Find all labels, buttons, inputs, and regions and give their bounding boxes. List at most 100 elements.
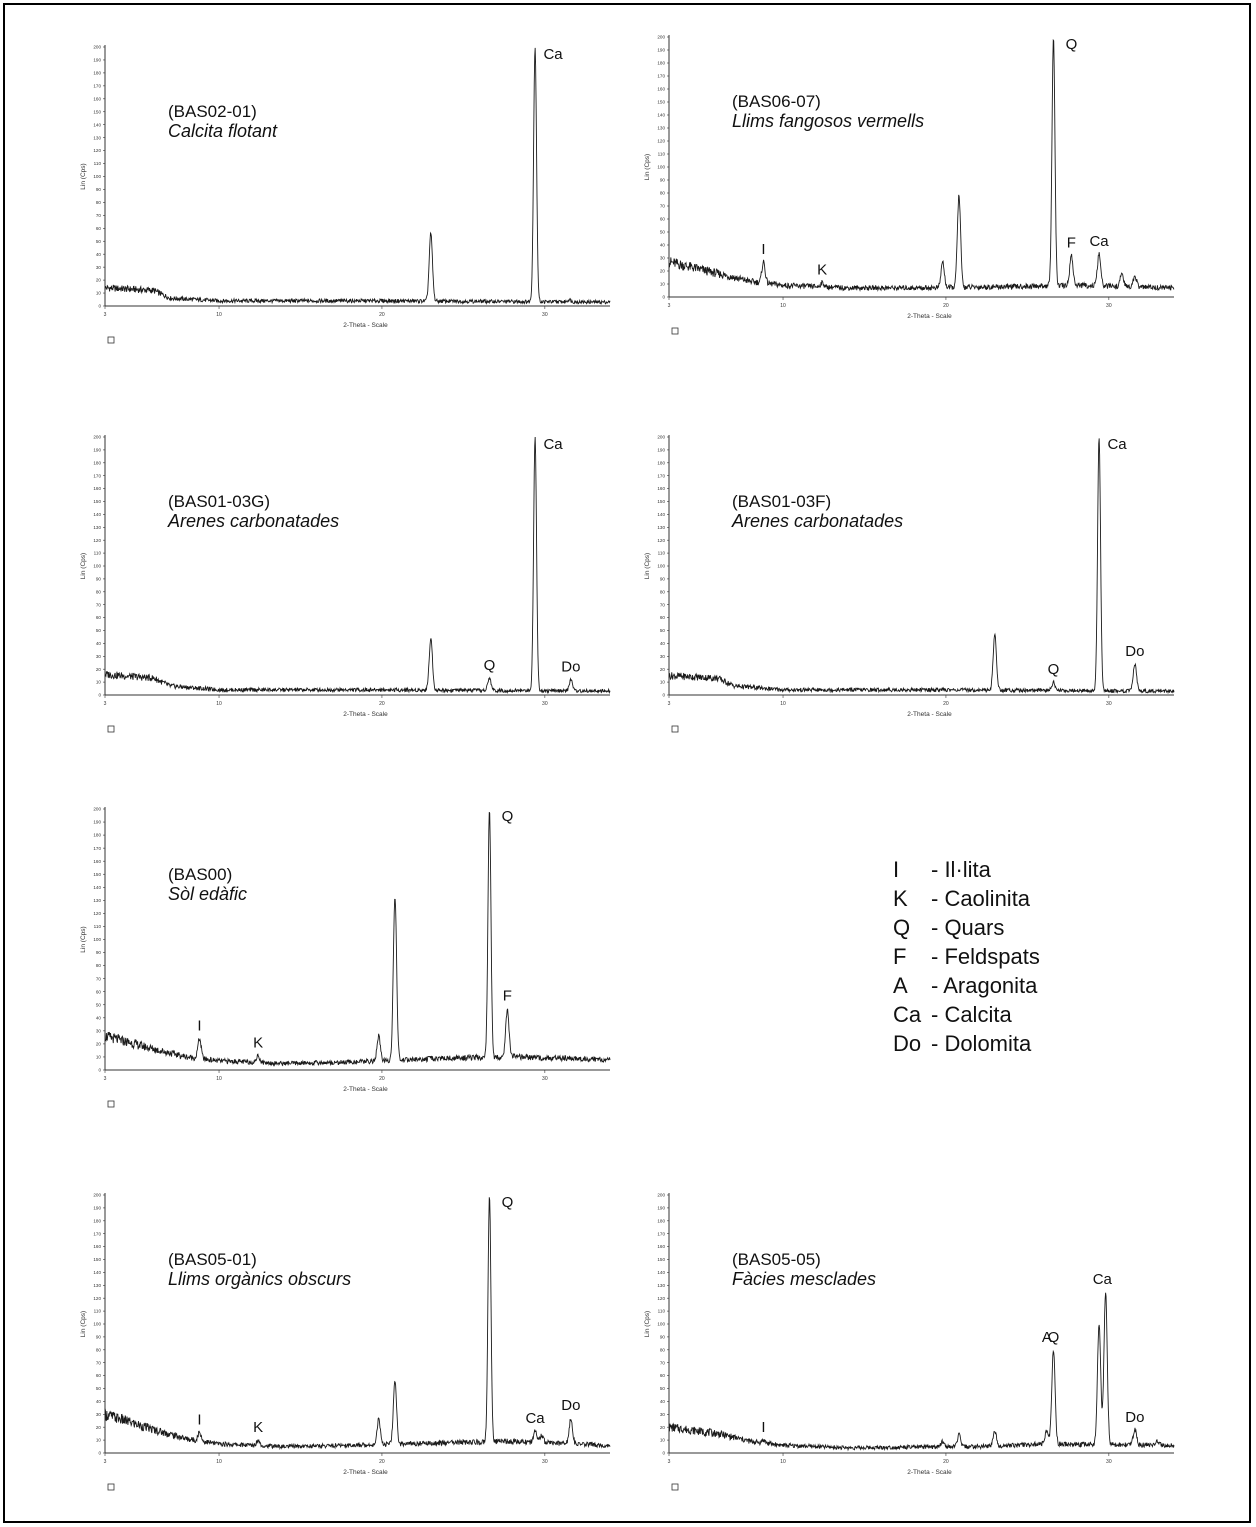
mineral-legend: I - Il·lita K - Caolinita Q - Quars F - Feld… [893,855,1040,1058]
legend-item-illita: I - Il·lita [893,855,1040,884]
y-tick-label: 110 [94,161,102,166]
y-tick-label: 150 [657,499,665,504]
peak-label-ca: Ca [525,1410,545,1427]
legend-item-calcita: Ca - Calcita [893,1000,1040,1029]
peak-label-do: Do [561,659,580,676]
y-tick-label: 100 [657,165,665,170]
x-tick-label: 20 [943,1459,949,1465]
peak-label-ca: Ca [1089,233,1109,250]
y-axis-title: Lin (Cps) [644,1311,651,1337]
legend-code: K [893,886,908,911]
x-tick-label: 3 [668,303,671,309]
y-tick-label: 60 [96,226,102,231]
sample-code: (BAS01-03G) [168,492,270,511]
y-tick-label: 160 [657,486,665,491]
xrd-trace [104,47,611,305]
y-tick-label: 30 [96,1412,102,1417]
y-tick-label: 200 [93,45,101,50]
y-tick-label: 160 [93,96,101,101]
y-tick-label: 80 [660,1347,666,1352]
y-tick-label: 120 [93,538,101,543]
y-tick-label: 190 [657,448,665,453]
y-tick-label: 10 [96,680,102,685]
y-tick-label: 190 [93,820,101,825]
peak-label-i: I [197,1411,201,1428]
x-tick-label: 10 [780,701,786,707]
x-tick-label: 3 [104,701,107,707]
y-tick-label: 130 [657,126,665,131]
y-tick-label: 140 [657,512,665,517]
xrd-chart-bas01-03f: 0 10 20 30 40 50 60 70 80 90 100 110 120 130 140 150 160… [644,435,1175,733]
y-axis-title: Lin (Cps) [80,1311,87,1337]
y-tick-label: 40 [96,252,102,257]
chart-marker [107,725,115,733]
y-tick-label: 160 [93,859,101,864]
y-tick-label: 10 [660,1438,666,1443]
y-tick-label: 0 [98,693,101,698]
xrd-trace [668,438,1175,695]
legend-text: - Il·lita [931,857,991,882]
peak-label-q: Q [1048,661,1060,678]
chart-marker [671,327,679,335]
y-tick-label: 60 [660,615,666,620]
peak-label-f: F [1067,234,1076,251]
y-axis-title: Lin (Cps) [80,926,87,952]
peak-label-ca: Ca [543,436,563,453]
x-tick-label: 20 [379,1076,385,1082]
y-tick-label: 110 [658,551,666,556]
y-tick-label: 80 [96,1347,102,1352]
y-tick-label: 50 [96,1002,102,1007]
y-tick-label: 170 [657,473,665,478]
x-tick-label: 10 [216,312,222,318]
x-tick-label: 10 [216,1076,222,1082]
x-axis-title: 2-Theta - Scale [907,313,952,320]
y-tick-label: 60 [96,1373,102,1378]
y-tick-label: 0 [98,1451,101,1456]
peak-label-q: Q [502,808,514,825]
y-tick-label: 140 [93,122,101,127]
y-axis-title: Lin (Cps) [80,163,87,189]
y-tick-label: 30 [96,265,102,270]
sample-description: Calcita flotant [168,121,278,141]
x-tick-label: 30 [1106,303,1112,309]
y-tick-label: 180 [93,1218,101,1223]
peak-label-ca: Ca [1093,1271,1113,1288]
y-tick-label: 20 [96,667,102,672]
y-tick-label: 130 [93,525,101,530]
sample-code: (BAS05-05) [732,1250,821,1269]
y-tick-label: 120 [657,1296,665,1301]
xrd-trace [668,1292,1175,1452]
y-tick-label: 80 [96,200,102,205]
chart-marker [107,1483,115,1491]
y-tick-label: 50 [660,628,666,633]
y-tick-label: 0 [98,1068,101,1073]
y-tick-label: 40 [96,1399,102,1404]
x-tick-label: 10 [780,1459,786,1465]
y-tick-label: 170 [93,846,101,851]
y-tick-label: 150 [93,499,101,504]
y-tick-label: 50 [96,1386,102,1391]
y-tick-label: 200 [93,807,101,812]
y-tick-label: 90 [96,187,102,192]
y-tick-label: 160 [657,87,665,92]
y-tick-label: 20 [660,667,666,672]
y-tick-label: 80 [660,191,666,196]
peak-label-do: Do [1125,643,1144,660]
xrd-trace [104,436,611,695]
y-tick-label: 20 [96,1425,102,1430]
y-axis-title: Lin (Cps) [644,154,651,180]
x-tick-label: 10 [216,701,222,707]
x-tick-label: 10 [216,1459,222,1465]
y-tick-label: 170 [93,83,101,88]
y-tick-label: 150 [93,109,101,114]
y-tick-label: 190 [93,1206,101,1211]
peak-label-i: I [761,1419,765,1436]
y-tick-label: 110 [94,1309,102,1314]
y-tick-label: 200 [657,435,665,440]
x-axis-title: 2-Theta - Scale [343,322,388,329]
xrd-trace [668,38,1175,292]
y-tick-label: 180 [657,460,665,465]
legend-code: Do [893,1031,922,1056]
y-tick-label: 160 [93,486,101,491]
legend-item-feldspats: F - Feldspats [893,942,1040,971]
